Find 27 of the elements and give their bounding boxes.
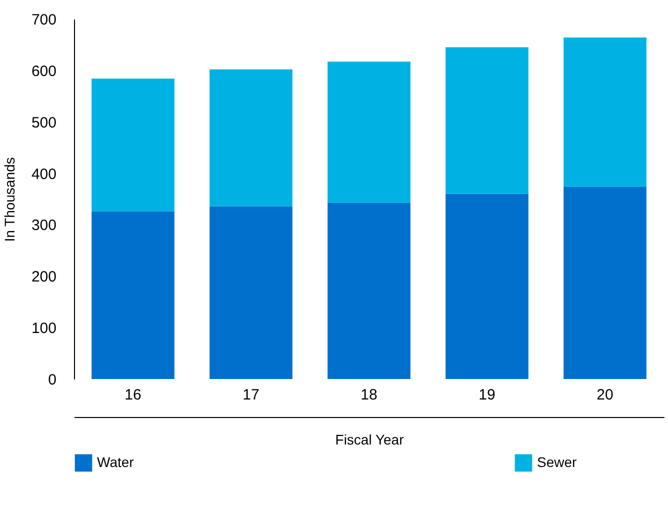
y-tick-label: 300 (31, 217, 56, 234)
bar (92, 211, 174, 379)
bar (92, 78, 174, 212)
y-tick-label: 0 (48, 372, 56, 388)
x-tick-label: 19 (478, 386, 496, 404)
y-tick-label: 500 (31, 114, 56, 132)
x-tick-label: 16 (124, 386, 142, 404)
legend-label: Sewer (537, 454, 578, 470)
bar (328, 62, 410, 203)
bar (328, 202, 410, 379)
y-tick-label: 600 (31, 62, 56, 80)
legend-label: Water (97, 454, 134, 470)
y-tick-label: 100 (31, 320, 56, 338)
y-tick-label: 700 (31, 12, 56, 28)
bar (446, 47, 528, 194)
bar (446, 194, 528, 379)
bar (564, 186, 646, 379)
y-tick-label: 400 (31, 166, 56, 183)
y-axis-title: In Thousands (1, 157, 18, 242)
x-tick-label: 20 (596, 386, 614, 404)
x-tick-label: 18 (360, 386, 378, 404)
bar (210, 206, 292, 379)
x-tick-label: 17 (242, 386, 260, 404)
y-tick-label: 200 (31, 268, 56, 286)
x-axis-title: Fiscal Year (335, 432, 404, 448)
bar (564, 38, 646, 187)
bar (210, 69, 292, 206)
